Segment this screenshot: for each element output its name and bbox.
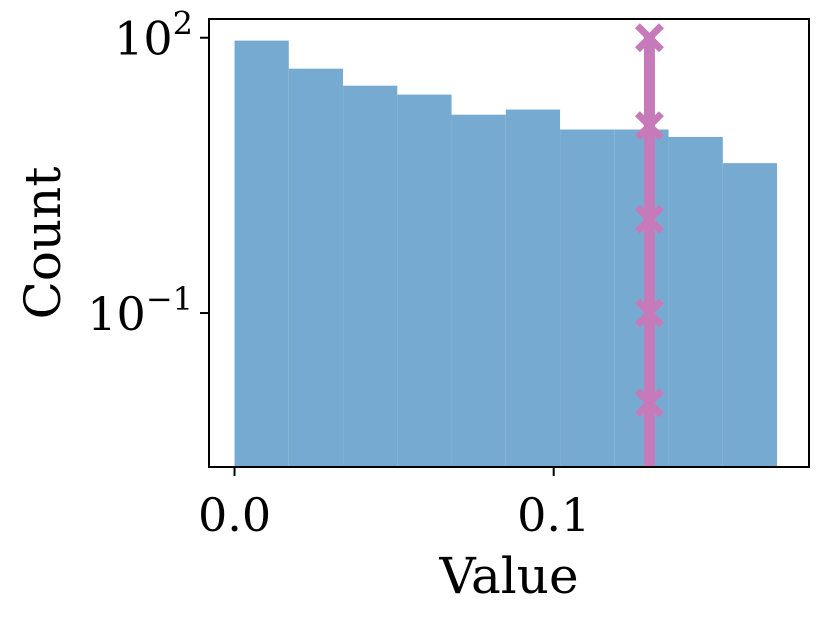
plot-frame [208,18,810,468]
histogram-bar [397,94,452,467]
histogram-bar [505,109,561,467]
histogram-bar [668,136,723,468]
histogram-bar [560,129,615,467]
x-tick-label: 0.1 [517,488,590,542]
x-axis-ticks: 0.0 0.1 [198,467,590,542]
histogram-bar [722,163,778,467]
x-axis-label: Value [438,547,578,605]
histogram-bar [451,114,506,467]
y-axis-label: Count [14,167,72,320]
histogram-bar [288,68,344,467]
x-tick-label: 0.0 [198,488,271,542]
x-marker [634,204,664,234]
y-tick-label: 102 [114,5,193,66]
x-marker [634,298,664,328]
histogram-bars [234,40,778,468]
y-tick-label: 10−1 [87,280,193,341]
x-marker [634,23,664,53]
histogram-bar [234,40,289,467]
x-marker [634,111,664,141]
marker-line-group [634,23,664,467]
histogram-bar [614,129,669,467]
x-marker [634,388,664,418]
histogram-bar [343,85,398,468]
y-axis-ticks: 102 10−1 [87,5,209,341]
